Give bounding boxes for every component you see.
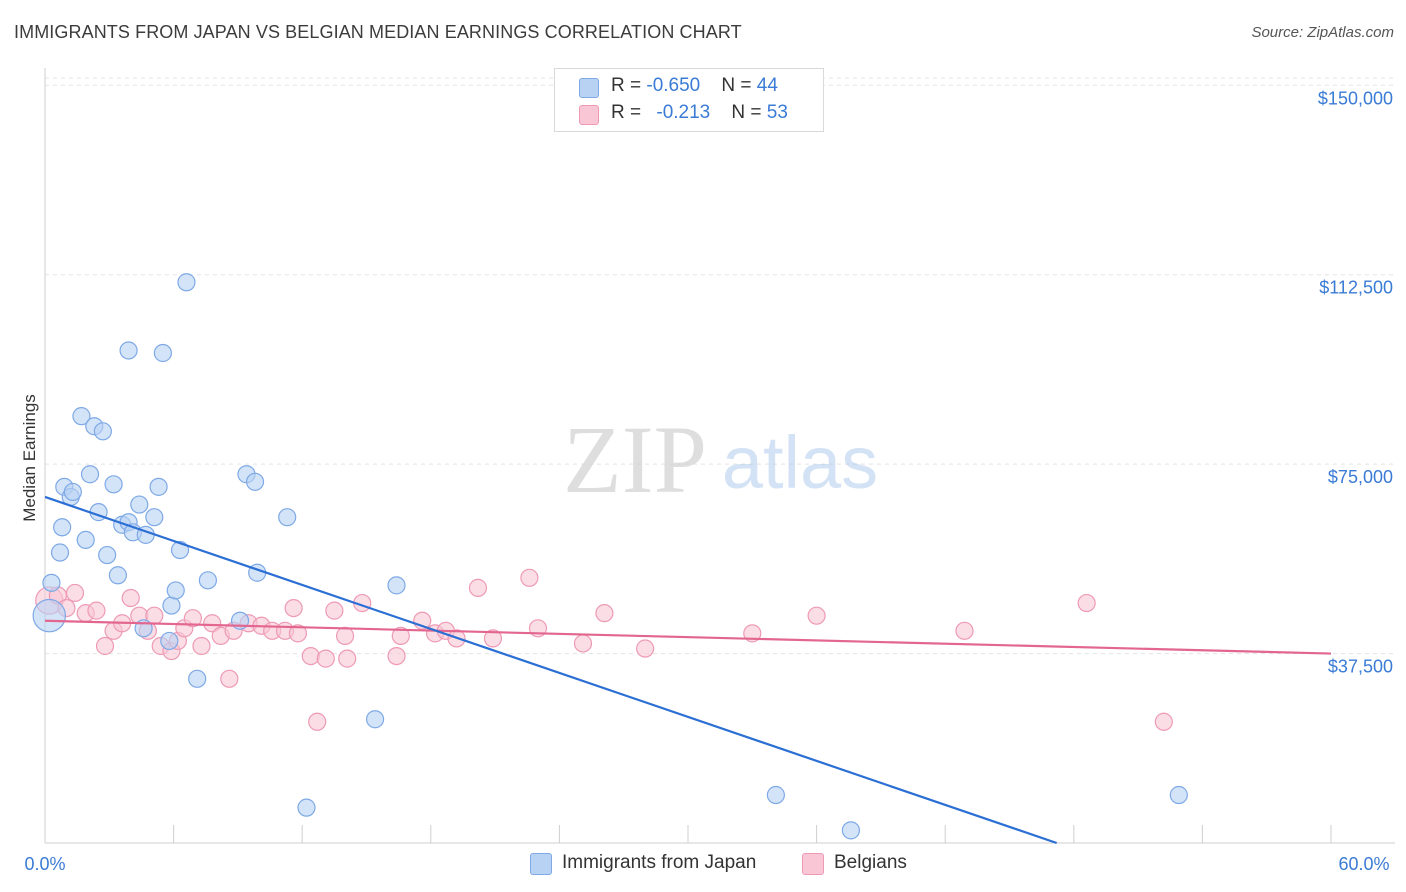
japan-point [32, 598, 67, 633]
source-label: Source: ZipAtlas.com [1251, 24, 1394, 41]
japan-point [50, 543, 70, 562]
japan-point [166, 581, 185, 600]
japan-point [160, 631, 179, 651]
belgians-point [220, 669, 239, 688]
y-tick-label: $150,000 [1318, 88, 1393, 108]
y-tick-label: $112,500 [1319, 278, 1393, 298]
belgians-point [288, 624, 308, 643]
belgians-point [284, 598, 303, 618]
japan-point [1169, 785, 1188, 805]
belgians-point [391, 626, 410, 645]
belgians-legend-icon [802, 853, 824, 875]
y-axis-title: Median Earnings [20, 394, 39, 522]
japan-point [297, 798, 316, 817]
japan-point [245, 472, 265, 491]
belgians-point [308, 712, 327, 731]
japan-point [130, 495, 149, 514]
legend-japan-n-value: 44 [756, 75, 778, 96]
legend-japan-r-value: -0.650 [646, 75, 701, 96]
belgians-point [65, 583, 85, 603]
japan-point [162, 596, 181, 615]
belgians-point [520, 568, 539, 587]
belgians-point [1154, 712, 1173, 731]
belgians-point [636, 639, 655, 658]
y-tick-label: $37,500 [1328, 657, 1393, 677]
trend-lines [44, 495, 1332, 845]
legend-belg-r-value: -0.213 [656, 102, 711, 123]
japan-point [365, 710, 385, 729]
belgians-point [483, 629, 503, 648]
belgians-point [335, 626, 355, 645]
belgians-point [1077, 593, 1096, 613]
japan-point [177, 273, 196, 292]
japan-point [104, 475, 123, 494]
japan-point [278, 508, 297, 527]
belgians-point [468, 578, 488, 597]
correlation-legend: R = -0.650 N = 44 R = -0.213 N = 53 [554, 68, 824, 132]
belgians-points [35, 568, 1173, 731]
japan-point [198, 571, 217, 590]
belgians-point [95, 636, 115, 656]
axes [44, 68, 1395, 844]
japan-legend-label: Immigrants from Japan [562, 852, 757, 873]
y-tick-label: $75,000 [1328, 467, 1393, 487]
legend-japan-r-label: R = [611, 75, 647, 96]
legend-belg-n-label: N = [731, 102, 767, 123]
japan-swatch-icon [579, 78, 599, 98]
belgians-point [573, 634, 593, 653]
japan-point [53, 518, 72, 537]
chart-title: IMMIGRANTS FROM JAPAN VS BELGIAN MEDIAN … [14, 22, 742, 42]
belgians-point [387, 646, 406, 666]
x-tick-label-min: 0.0% [24, 854, 65, 874]
japan-point [76, 530, 95, 550]
japan-point [153, 343, 172, 363]
watermark-atlas: atlas [722, 421, 878, 504]
japan-point [149, 477, 168, 496]
japan-point [145, 508, 164, 527]
legend-japan-n-label: N = [721, 75, 757, 96]
watermark-zip: ZIP [563, 406, 707, 513]
japan-point [108, 566, 127, 585]
japan-point [63, 482, 82, 502]
belgians-point [595, 604, 614, 623]
japan-points [32, 273, 1188, 840]
japan-point [42, 573, 61, 592]
japan-point [188, 669, 207, 688]
japan-point [80, 465, 100, 484]
japan-point [93, 422, 112, 441]
belgians-point [203, 614, 222, 633]
belgians-point [955, 621, 974, 640]
japan-legend-icon [530, 853, 552, 875]
belgians-trend-line [44, 619, 1332, 655]
belgians-point [121, 588, 140, 608]
japan-point [119, 341, 138, 360]
japan-point [387, 576, 406, 595]
belgians-point [192, 636, 211, 656]
belgians-point [183, 609, 202, 628]
japan-trend-line [44, 495, 1058, 845]
x-tick-label-max: 60.0% [1338, 854, 1389, 874]
legend-belg-r-label: R = [611, 102, 647, 123]
tick-labels: $37,500 $75,000 $112,500 $150,000 0.0% 60.0% [24, 88, 1393, 874]
japan-point [841, 821, 860, 840]
belgians-point [325, 601, 344, 620]
belgians-point [807, 606, 826, 625]
japan-point [72, 407, 91, 426]
belgians-point [338, 649, 357, 668]
japan-point [766, 785, 785, 805]
belgians-legend-label: Belgians [834, 852, 907, 873]
japan-point [98, 545, 117, 565]
belgians-swatch-icon [579, 105, 599, 125]
belgians-point [301, 646, 320, 666]
legend-belg-n-value: 53 [766, 102, 788, 123]
belgians-point [316, 649, 335, 668]
belgians-point [87, 601, 106, 620]
